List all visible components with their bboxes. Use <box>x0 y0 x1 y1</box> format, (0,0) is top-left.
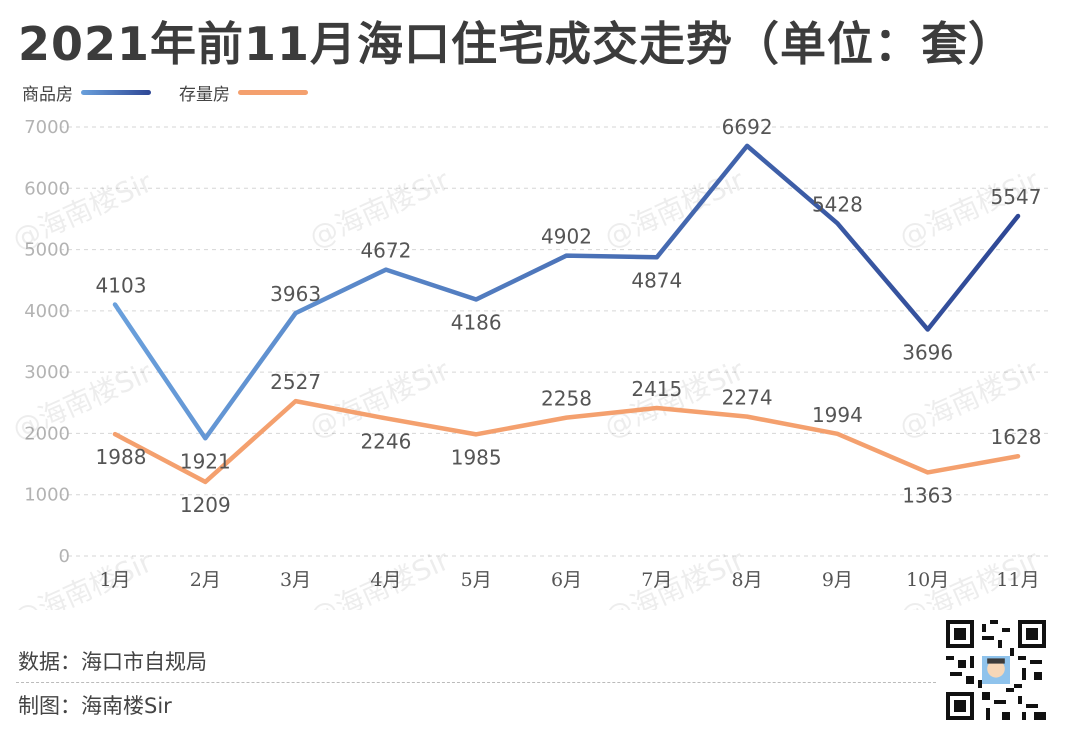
source-value: 海口市自规局 <box>81 650 207 674</box>
legend-item-commercial: 商品房 <box>22 80 151 105</box>
data-label: 1921 <box>180 449 231 473</box>
x-tick-label: 9月 <box>822 569 853 591</box>
y-tick-label: 2000 <box>24 423 70 444</box>
x-tick-label: 5月 <box>461 569 492 591</box>
data-label: 4874 <box>631 268 682 292</box>
y-tick-label: 7000 <box>24 117 70 138</box>
data-label: 5428 <box>812 192 863 216</box>
data-label: 4103 <box>96 274 147 298</box>
x-tick-label: 11月 <box>996 569 1039 591</box>
data-label: 1988 <box>96 445 147 469</box>
data-label: 4902 <box>541 225 592 249</box>
legend-label-existing: 存量房 <box>179 84 230 105</box>
author-label: 制图： <box>18 694 81 718</box>
x-tick-label: 10月 <box>906 569 949 591</box>
y-tick-label: 6000 <box>24 178 70 199</box>
data-label: 1363 <box>902 483 953 507</box>
data-label: 2258 <box>541 387 592 411</box>
data-label: 5547 <box>991 185 1042 209</box>
y-tick-label: 0 <box>59 546 70 567</box>
data-label: 2415 <box>631 377 682 401</box>
legend-swatch-commercial <box>81 89 151 95</box>
x-tick-label: 4月 <box>370 569 401 591</box>
x-tick-label: 1月 <box>99 569 130 591</box>
legend-item-existing: 存量房 <box>179 80 308 105</box>
qr-code-icon <box>946 620 1046 720</box>
series <box>112 143 1021 485</box>
data-label: 2527 <box>270 370 321 394</box>
chart-author: 制图：海南楼Sir <box>18 690 172 720</box>
line-chart: 0 1000 2000 3000 4000 5000 6000 7000 1月 2月 3月 4月 5月 6… <box>7 115 1050 610</box>
data-label: 1994 <box>812 403 863 427</box>
grid <box>60 126 1050 557</box>
legend-label-commercial: 商品房 <box>22 84 73 105</box>
x-tick-label: 6月 <box>551 569 582 591</box>
y-tick-label: 1000 <box>24 485 70 506</box>
watermark-text: @海南楼Sir <box>304 543 454 610</box>
y-tick-label: 3000 <box>24 362 70 383</box>
watermarks: @海南楼Sir @海南楼Sir @海南楼Sir @海南楼Sir@海南楼Sir @海南楼S… <box>7 163 1044 610</box>
source-label: 数据： <box>18 650 81 674</box>
watermark-text: @海南楼Sir <box>7 545 157 610</box>
data-label: 3696 <box>902 340 953 364</box>
legend-swatch-existing <box>238 89 308 95</box>
data-label: 4186 <box>451 310 502 334</box>
x-tick-label: 7月 <box>641 569 672 591</box>
y-tick-label: 4000 <box>24 301 70 322</box>
data-label: 3963 <box>270 282 321 306</box>
data-label: 1209 <box>180 493 231 517</box>
legend: 商品房 存量房 <box>22 80 336 105</box>
data-source: 数据：海口市自规局 <box>18 646 207 676</box>
data-label: 2246 <box>360 429 411 453</box>
data-labels: 4103 1921 3963 4672 4186 4902 4874 6692 5428 3696… <box>96 115 1042 517</box>
data-label: 4672 <box>360 239 411 263</box>
y-tick-label: 5000 <box>24 240 70 261</box>
series-line-commercial <box>112 143 1021 441</box>
author-value: 海南楼Sir <box>81 694 172 718</box>
data-label: 1985 <box>451 445 502 469</box>
data-label: 2274 <box>722 386 773 410</box>
watermark-text: @海南楼Sir <box>599 163 749 254</box>
series-line-existing <box>112 398 1021 485</box>
footer-divider <box>16 682 936 683</box>
data-label: 1628 <box>991 425 1042 449</box>
chart-title: 2021年前11月海口住宅成交走势（单位：套） <box>18 17 1016 71</box>
watermark-text: @海南楼Sir <box>599 543 749 610</box>
x-tick-label: 2月 <box>190 569 221 591</box>
x-tick-label: 3月 <box>280 569 311 591</box>
x-tick-label: 8月 <box>732 569 763 591</box>
data-label: 6692 <box>722 115 773 139</box>
axes: 0 1000 2000 3000 4000 5000 6000 7000 1月 2月 3月 4月 5月 6… <box>24 117 1039 591</box>
